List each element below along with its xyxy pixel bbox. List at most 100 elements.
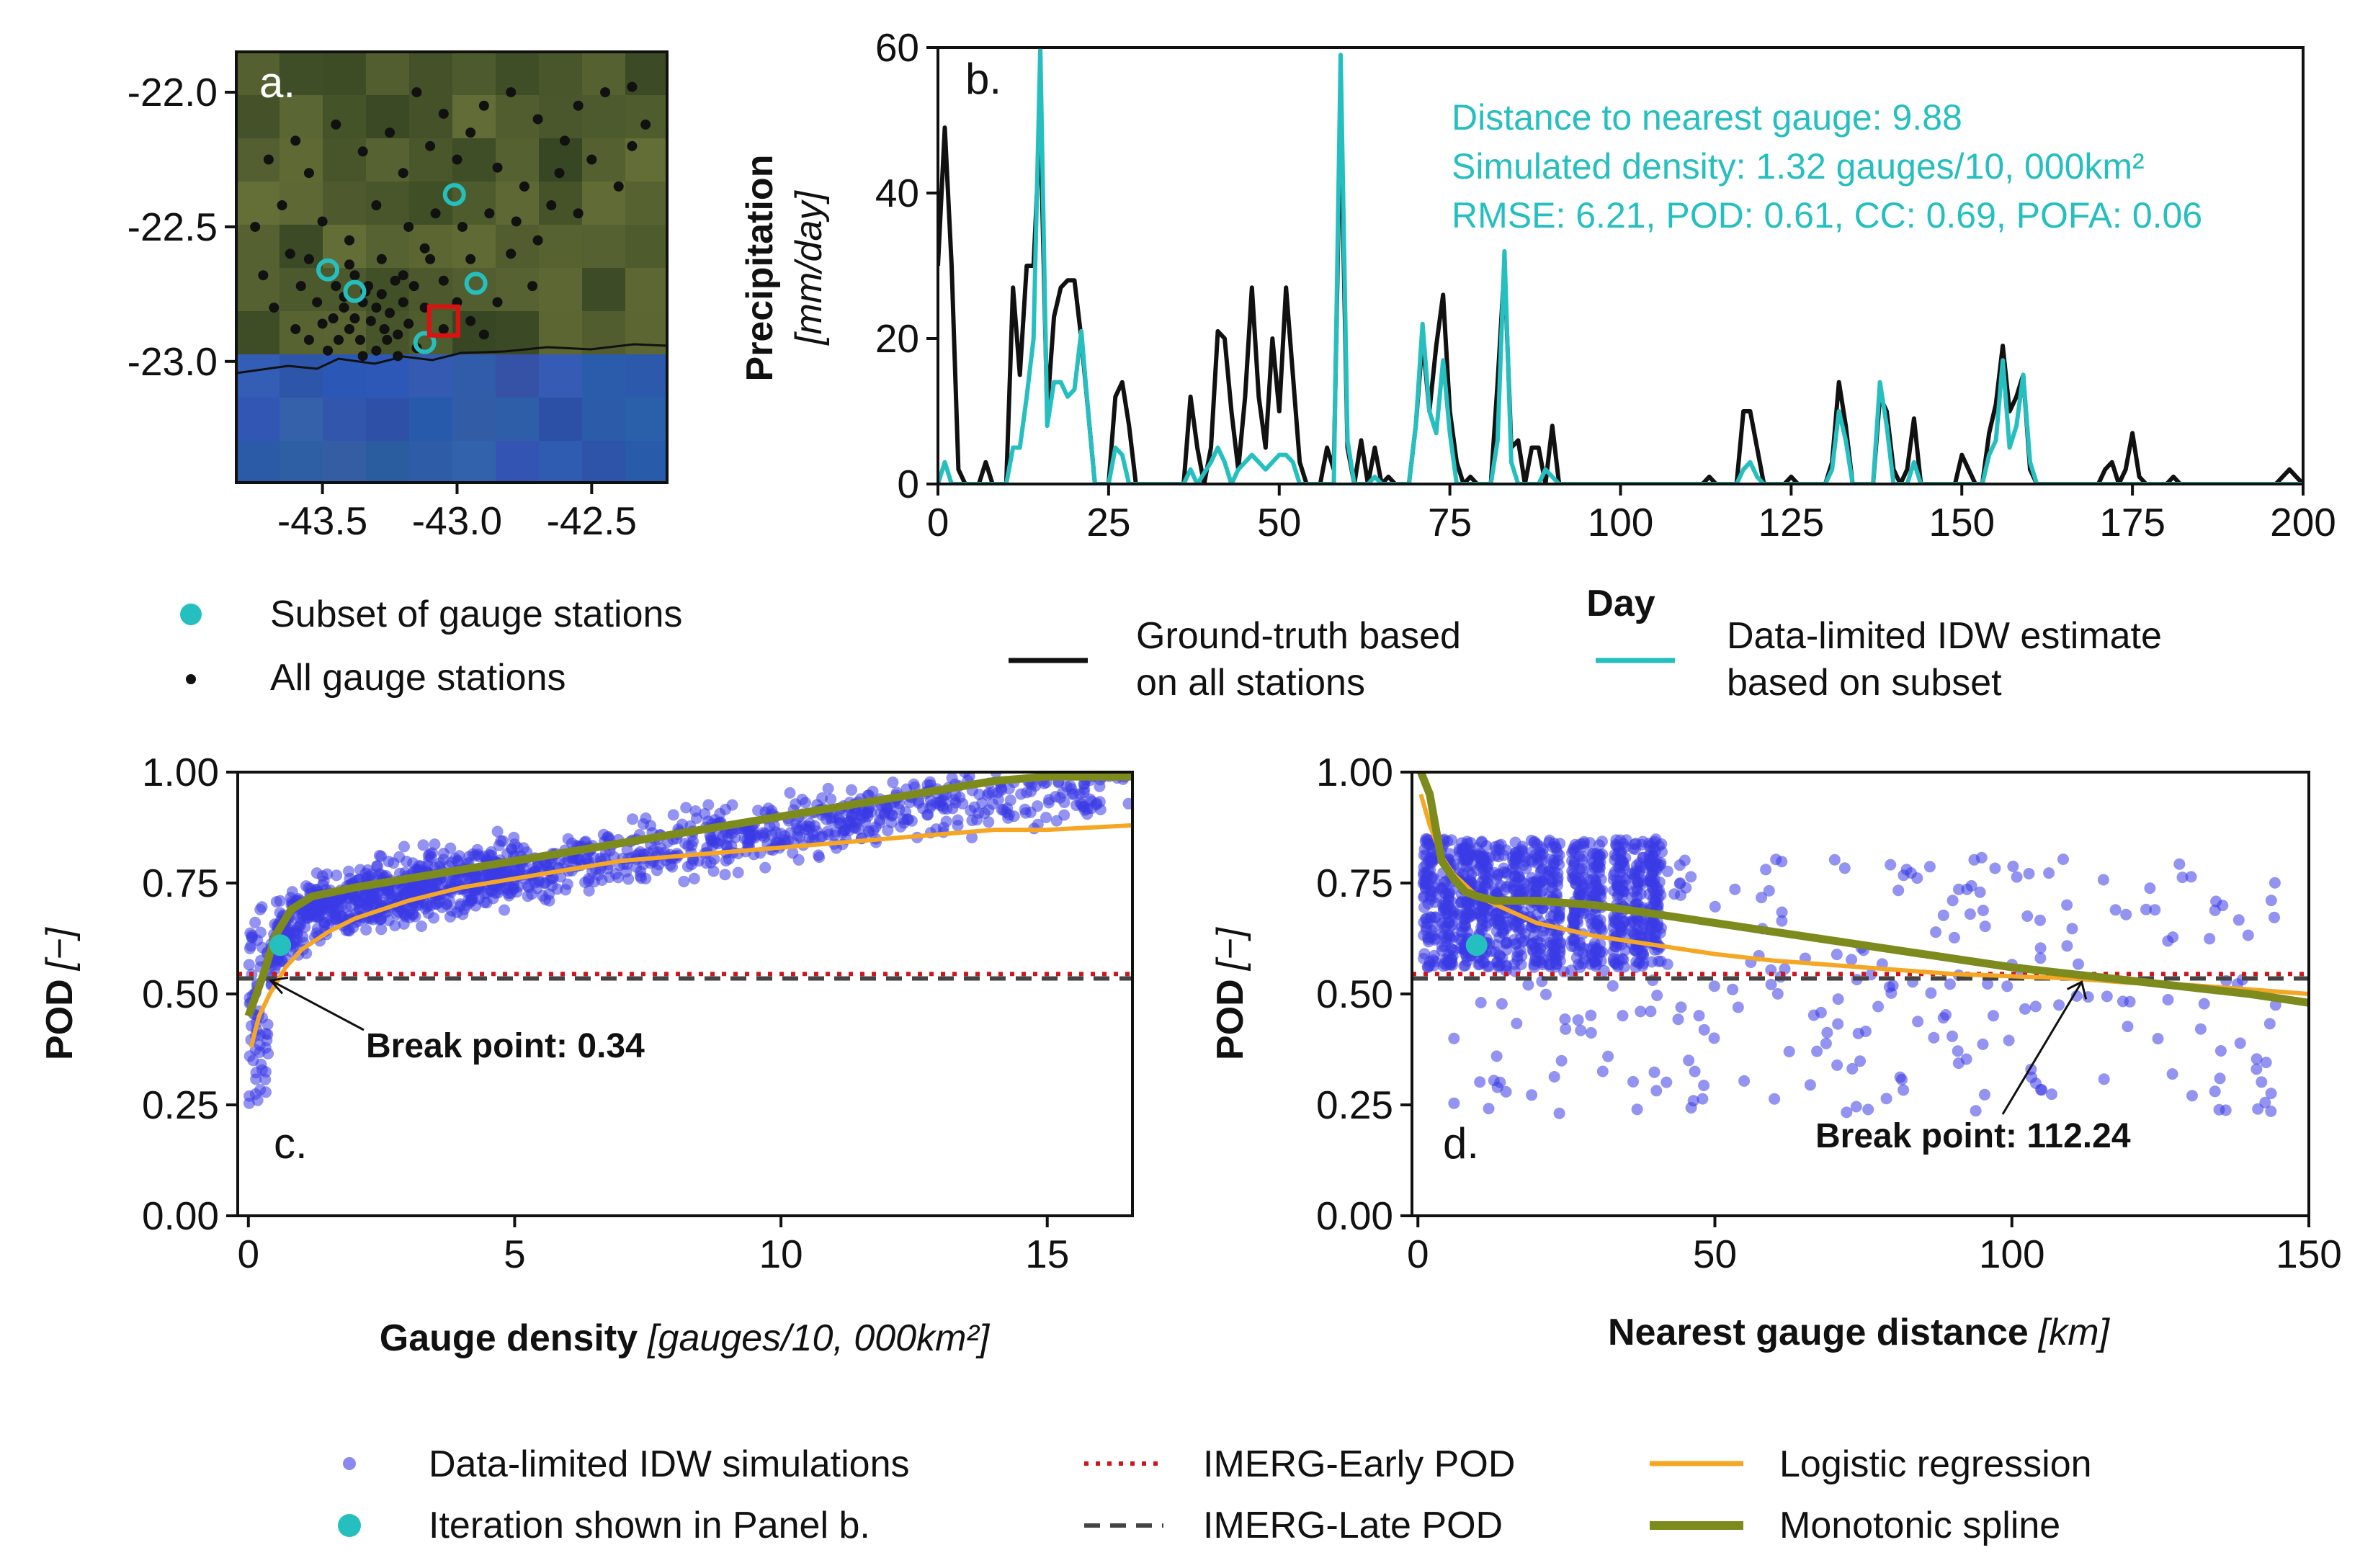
simulation-point: [1418, 929, 1430, 941]
map-tile: [323, 138, 366, 182]
simulation-point: [1122, 797, 1132, 810]
simulation-point: [1619, 915, 1631, 928]
simulation-point: [317, 879, 329, 891]
simulation-point: [494, 883, 506, 895]
simulation-point: [983, 816, 995, 828]
x-tick-label: -43.5: [277, 498, 367, 543]
simulation-point: [361, 900, 373, 911]
simulation-point: [2120, 908, 2132, 920]
gauge-station: [331, 281, 341, 292]
simulation-point: [597, 828, 609, 841]
simulation-point: [1948, 931, 1960, 944]
annotation-distance: Distance to nearest gauge: 9.88: [1452, 97, 1962, 138]
gauge-station: [303, 334, 314, 345]
gauge-station: [269, 303, 280, 313]
simulation-point: [887, 776, 899, 789]
simulation-point: [1640, 914, 1651, 926]
simulation-point: [1475, 997, 1487, 1008]
simulation-point: [433, 896, 445, 908]
map-tile: [323, 182, 366, 225]
simulation-point: [787, 847, 799, 859]
simulation-point: [680, 802, 692, 814]
simulation-point: [262, 1047, 274, 1059]
simulation-point: [1496, 998, 1508, 1010]
simulation-point: [1633, 925, 1645, 936]
simulation-point: [1068, 787, 1080, 799]
simulation-point: [362, 864, 374, 876]
simulation-point: [1463, 899, 1475, 911]
map-tile: [496, 398, 539, 441]
x-tick-label: 50: [1693, 1232, 1737, 1276]
panel-b-timeseries: 0 25 50 75 100 125 150 175 200 0 20 40 60 b. Distan…: [739, 25, 2336, 624]
simulation-point: [246, 931, 258, 944]
simulation-point: [1610, 941, 1622, 953]
simulation-point: [1447, 909, 1459, 921]
panel-b-xlabel: Day: [1586, 583, 1655, 624]
simulation-point: [1613, 883, 1625, 895]
panel-d-iteration-point: [1465, 934, 1488, 957]
simulation-point: [1650, 890, 1663, 902]
simulation-point: [846, 784, 857, 796]
simulation-point: [821, 825, 833, 838]
simulation-point: [443, 895, 455, 907]
gauge-station: [290, 323, 301, 334]
simulation-point: [243, 942, 256, 954]
panel-c-spline-curve: [244, 772, 1132, 1018]
gauge-station: [334, 334, 344, 345]
simulation-point: [1560, 1023, 1572, 1035]
simulation-point: [452, 854, 464, 866]
simulation-point: [1693, 1010, 1705, 1022]
subset-station: [464, 272, 488, 295]
simulation-point: [1946, 895, 1959, 907]
simulation-point: [1578, 882, 1591, 894]
simulation-point: [422, 849, 434, 861]
simulation-point: [1928, 1031, 1940, 1044]
simulation-point: [1552, 879, 1564, 891]
simulation-point: [635, 870, 646, 882]
simulation-point: [1940, 1009, 1952, 1021]
map-tile: [539, 52, 582, 95]
simulation-point: [1435, 883, 1447, 895]
legend-sims-label: Data-limited IDW simulations: [429, 1443, 910, 1485]
simulation-point: [328, 905, 340, 916]
simulation-point: [1831, 1059, 1843, 1071]
legend-logistic-label: Logistic regression: [1779, 1443, 2092, 1485]
gauge-station: [328, 313, 339, 324]
gauge-station: [371, 345, 382, 356]
simulation-point: [1426, 930, 1439, 942]
y-tick-label: 20: [875, 316, 919, 361]
simulation-point: [1537, 953, 1549, 965]
simulation-point: [1522, 979, 1534, 991]
gauge-station: [357, 146, 368, 157]
gauge-station: [331, 119, 341, 130]
simulation-point: [1544, 939, 1556, 951]
simulation-point: [398, 882, 410, 894]
simulation-point: [1820, 1037, 1832, 1049]
simulation-point: [1427, 954, 1439, 966]
map-tile: [236, 354, 280, 398]
simulation-point: [1846, 1062, 1859, 1075]
simulation-point: [1500, 964, 1512, 977]
simulation-point: [2007, 860, 2019, 872]
simulation-point: [1594, 946, 1606, 959]
simulation-point: [1930, 926, 1942, 938]
gauge-station: [506, 248, 517, 259]
simulation-point: [1493, 869, 1505, 880]
panel-c-iteration-point: [269, 934, 292, 957]
simulation-point: [1572, 1014, 1584, 1026]
gauge-station: [376, 254, 387, 264]
gauge-station: [478, 329, 489, 340]
map-tile: [582, 95, 625, 138]
gauge-station: [349, 270, 360, 281]
map-tile: [539, 268, 582, 311]
simulation-point: [1608, 910, 1619, 923]
simulation-point: [1989, 862, 2001, 874]
simulation-point: [1683, 1054, 1695, 1067]
simulation-point: [1460, 959, 1471, 972]
subset-station: [343, 279, 367, 303]
simulation-point: [1672, 1013, 1684, 1026]
simulation-point: [678, 875, 690, 887]
simulation-point: [310, 867, 323, 879]
map-tile: [236, 311, 280, 354]
